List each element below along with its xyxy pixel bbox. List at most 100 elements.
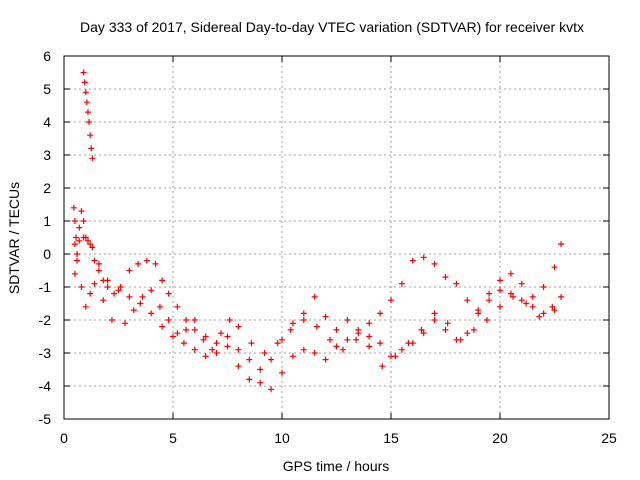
data-point: [74, 251, 81, 257]
data-point: [431, 260, 438, 267]
data-point: [344, 317, 351, 323]
x-tick-label: 0: [60, 430, 68, 446]
data-point: [191, 317, 198, 323]
data-point: [558, 293, 565, 300]
data-point: [536, 313, 543, 320]
y-axis-label: SDTVAR / TECUs: [6, 182, 22, 294]
data-point: [300, 310, 307, 317]
data-point: [366, 320, 373, 327]
y-tick-label: 0: [43, 246, 51, 262]
data-point: [70, 204, 77, 211]
data-point: [442, 274, 449, 281]
data-point: [518, 280, 525, 287]
data-point: [355, 326, 362, 333]
data-point: [497, 287, 503, 294]
data-point: [549, 303, 556, 310]
x-axis-label: GPS time / hours: [283, 458, 390, 474]
data-point: [377, 310, 384, 317]
series-kvtx-trace-b: [70, 204, 565, 373]
series-kvtx-trace-a: [80, 69, 96, 162]
data-point: [235, 346, 242, 353]
data-point: [224, 343, 231, 350]
data-point: [81, 79, 88, 86]
data-point: [257, 366, 264, 373]
data-point: [279, 369, 285, 376]
data-point: [398, 280, 405, 287]
x-tick-label: 5: [169, 430, 177, 446]
y-tick-label: -2: [39, 312, 52, 328]
series-kvtx-trace-d: [71, 257, 556, 370]
data-point: [300, 317, 307, 323]
data-point: [83, 99, 90, 106]
data-point: [87, 132, 94, 139]
data-point: [76, 224, 83, 231]
data-point: [405, 340, 412, 347]
data-point: [279, 336, 285, 343]
data-point: [486, 297, 493, 304]
data-point: [431, 310, 438, 317]
data-point: [540, 310, 547, 317]
data-point: [95, 260, 102, 267]
data-point: [333, 326, 340, 333]
data-point: [392, 353, 399, 360]
data-point: [224, 333, 231, 340]
data-point: [87, 290, 94, 297]
data-point: [333, 343, 340, 350]
data-point: [152, 260, 159, 267]
data-point: [174, 303, 181, 310]
data-point: [82, 303, 89, 310]
data-point: [80, 234, 87, 241]
data-point: [76, 237, 83, 244]
y-tick-label: -4: [39, 378, 52, 394]
data-point: [470, 326, 477, 333]
data-point: [398, 346, 405, 353]
plot-frame: [63, 55, 610, 420]
data-point: [326, 336, 333, 343]
data-point: [108, 317, 115, 323]
data-point: [87, 241, 94, 248]
data-point: [183, 326, 190, 333]
y-tick-label: 5: [43, 81, 51, 97]
data-point: [529, 303, 536, 310]
data-point: [117, 284, 124, 290]
data-point: [111, 290, 118, 297]
data-point: [257, 379, 264, 386]
data-point: [202, 353, 209, 360]
data-point: [442, 326, 449, 333]
data-point: [444, 320, 451, 327]
data-point: [200, 336, 207, 343]
data-point: [551, 264, 558, 271]
data-point: [486, 290, 493, 297]
data-point: [122, 320, 129, 327]
data-point: [287, 326, 294, 333]
data-point: [377, 340, 384, 347]
data-point: [366, 333, 373, 340]
data-point: [418, 326, 425, 333]
data-point: [507, 270, 514, 277]
data-point: [475, 310, 482, 317]
data-point: [170, 333, 176, 340]
data-point: [71, 270, 78, 277]
y-axis-ticks: -5 -4 -3 -2 -1 0 1 2 3 4 5 6: [39, 48, 609, 427]
data-point: [104, 277, 111, 284]
data-point: [80, 218, 87, 224]
data-point: [86, 119, 93, 125]
y-tick-label: 4: [43, 114, 51, 130]
data-point: [420, 330, 427, 337]
data-point: [159, 323, 166, 330]
data-point: [191, 346, 198, 353]
data-point: [246, 376, 253, 383]
x-axis-ticks: 0 5 10 15 20 25: [60, 56, 617, 446]
data-point: [126, 267, 133, 274]
data-point: [379, 363, 386, 370]
y-tick-label: -3: [39, 345, 52, 361]
data-point: [148, 287, 155, 294]
data-point: [71, 218, 78, 224]
data-point: [183, 317, 190, 323]
data-point: [289, 353, 296, 360]
data-point: [130, 307, 137, 314]
data-point: [300, 346, 307, 353]
data-point: [139, 293, 146, 300]
data-point: [558, 241, 565, 248]
data-point: [95, 267, 102, 274]
